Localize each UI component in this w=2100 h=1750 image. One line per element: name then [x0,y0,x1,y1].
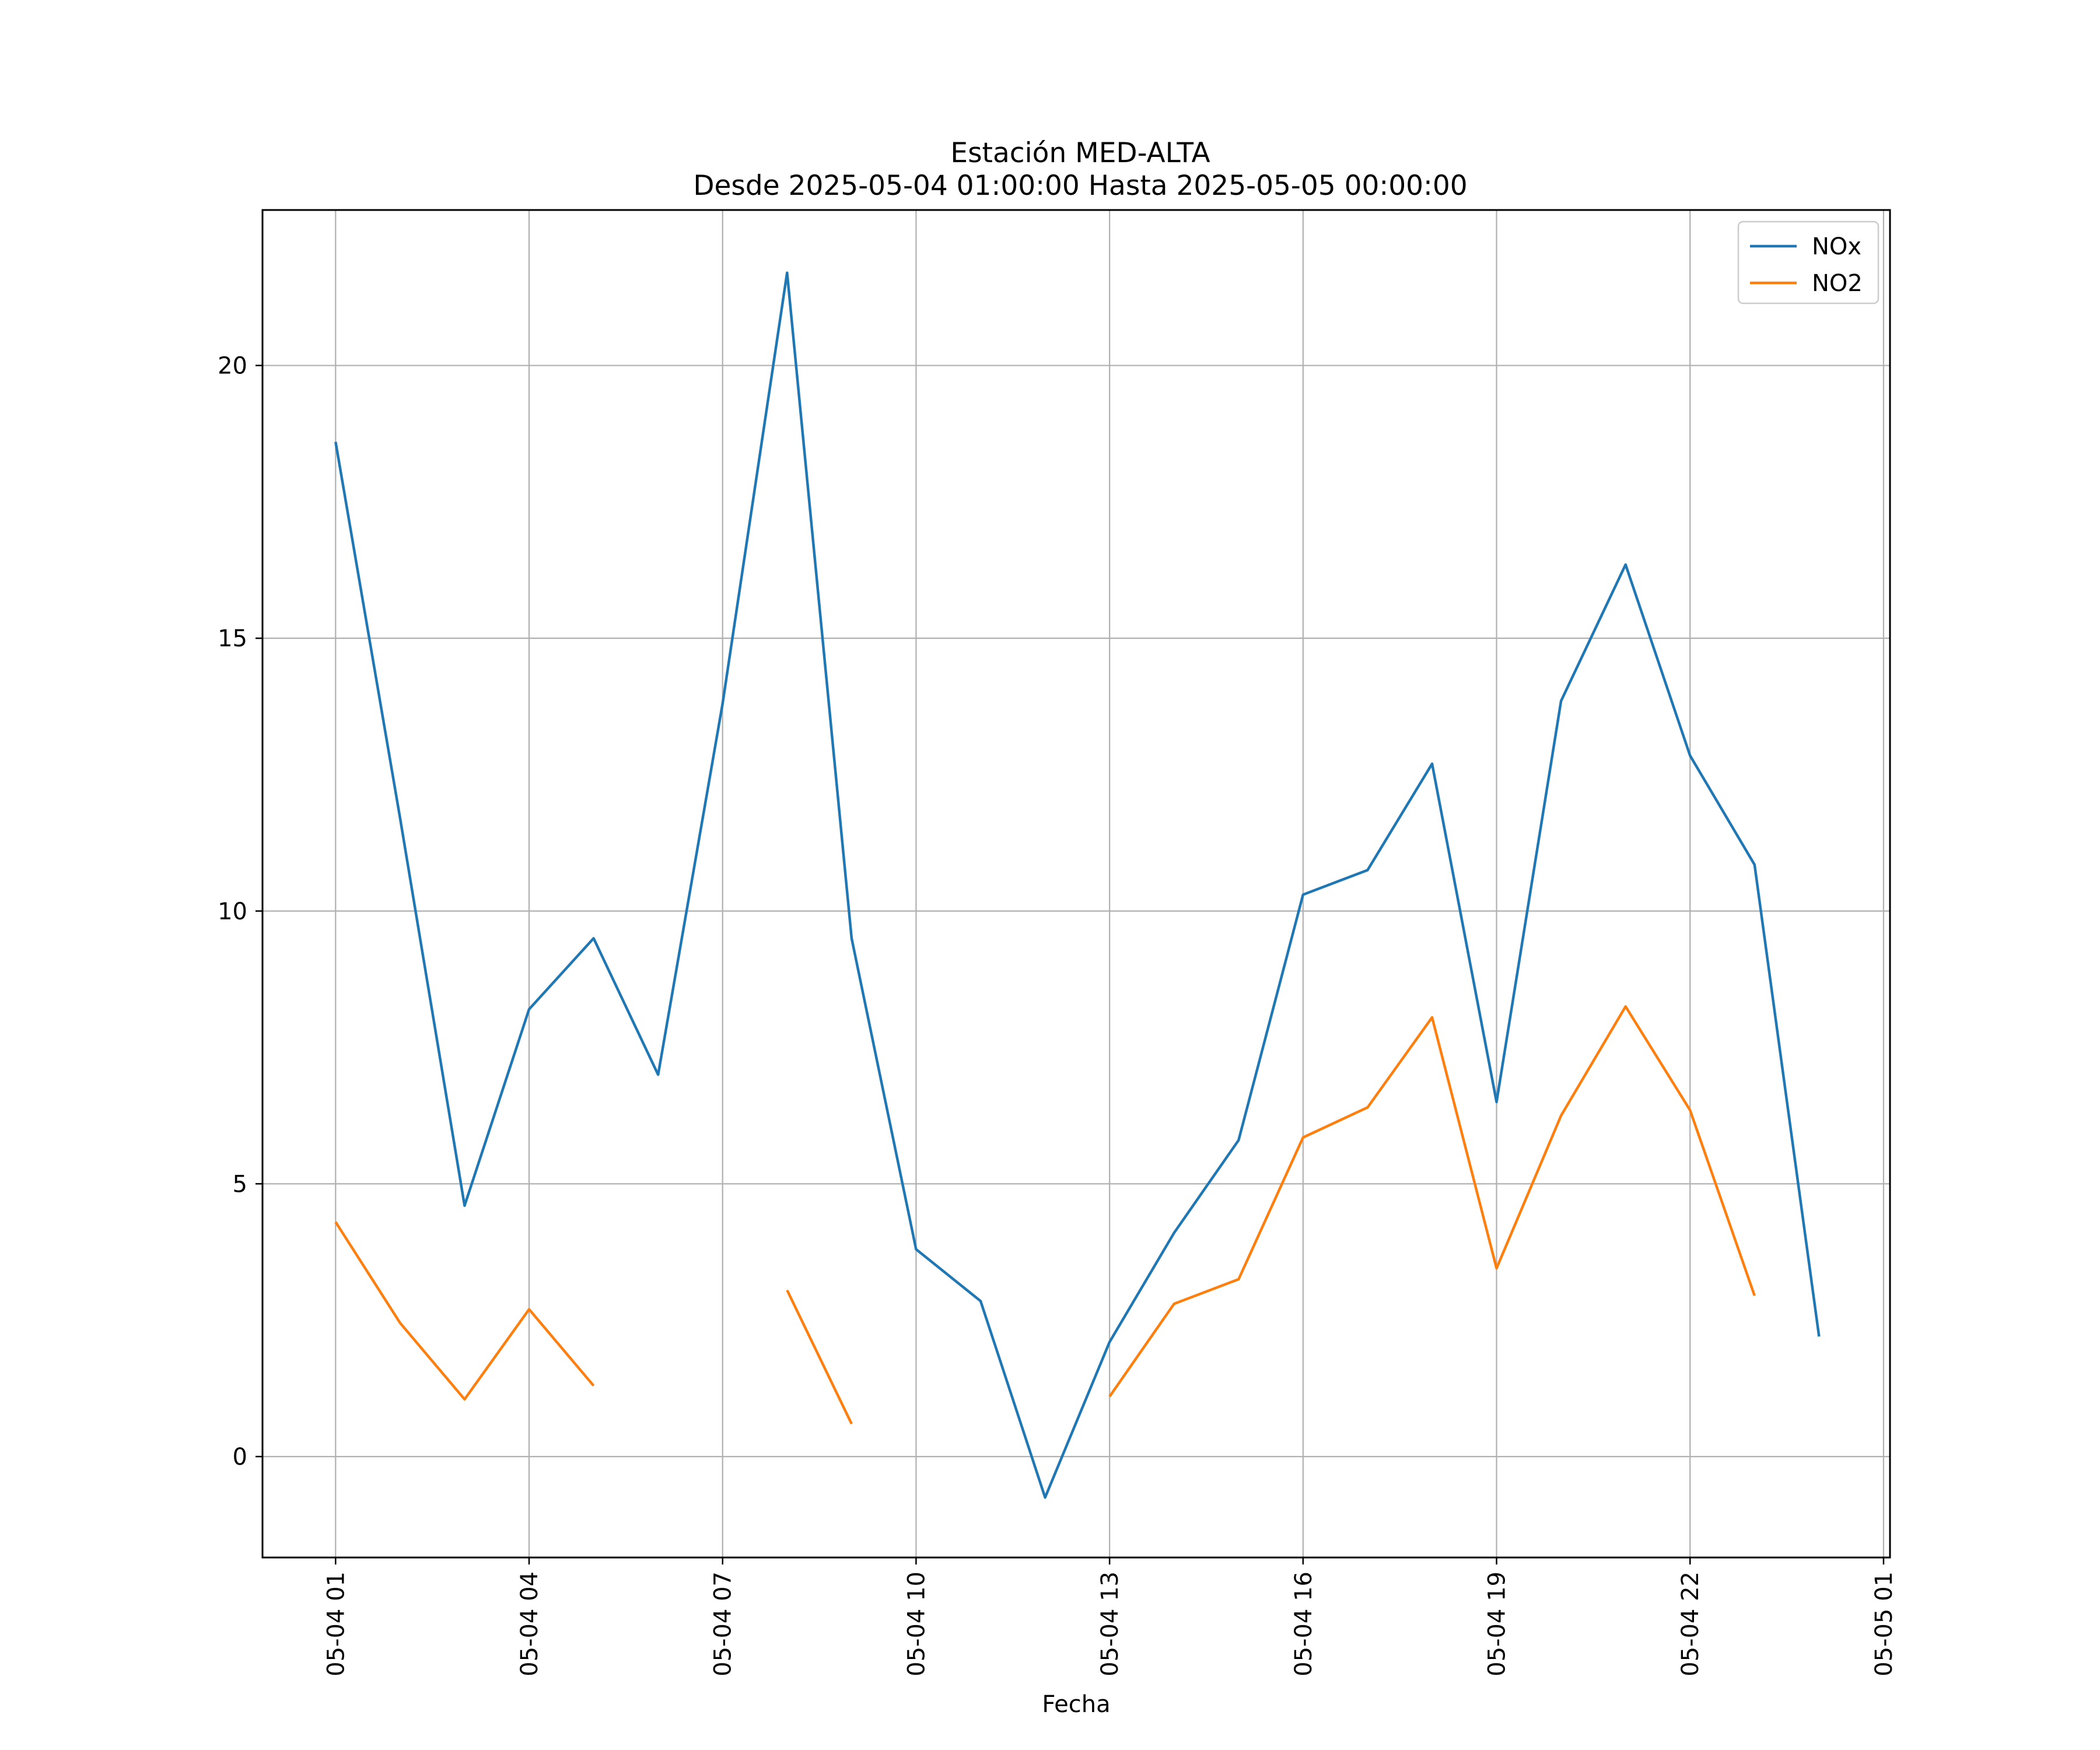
y-tick-label: 20 [218,353,247,380]
series-group [334,271,1821,1499]
plot-background [262,210,1890,1558]
tick-group: 0 5 10 15 20 05-04 01 05-04 04 05-04 07 05-04 10… [218,353,1898,1676]
y-tick-label: 0 [233,1444,247,1471]
x-tick-label: 05-04 04 [516,1572,543,1676]
series-line-no2 [334,1221,595,1401]
legend: NOx NO2 [1737,220,1880,304]
chart-subtitle: Desde 2025-05-04 01:00:00 Hasta 2025-05-… [693,170,1467,202]
x-axis-label: Fecha [1042,1691,1110,1718]
x-tick-label: 05-04 13 [1097,1572,1124,1676]
legend-label-nox: NOx [1812,233,1861,260]
x-tick-label: 05-04 10 [903,1572,930,1676]
grid [262,210,1890,1558]
y-tick-label: 15 [218,625,247,652]
series-line-no2 [786,1289,853,1424]
x-tick-label: 05-04 16 [1290,1572,1317,1676]
series-line-nox [334,271,1821,1499]
y-tick-label: 10 [218,898,247,925]
x-tick-label: 05-04 01 [323,1572,349,1676]
plot-frame [261,209,1891,1559]
chart-title: Estación MED-ALTA [950,137,1210,169]
x-tick-label: 05-04 07 [710,1572,737,1676]
x-tick-label: 05-04 22 [1677,1572,1704,1676]
y-tick-label: 5 [233,1171,247,1198]
x-tick-label: 05-04 19 [1484,1572,1511,1676]
series-line-no2 [1108,1005,1756,1398]
x-tick-label: 05-05 01 [1871,1572,1898,1676]
legend-label-no2: NO2 [1812,270,1863,297]
